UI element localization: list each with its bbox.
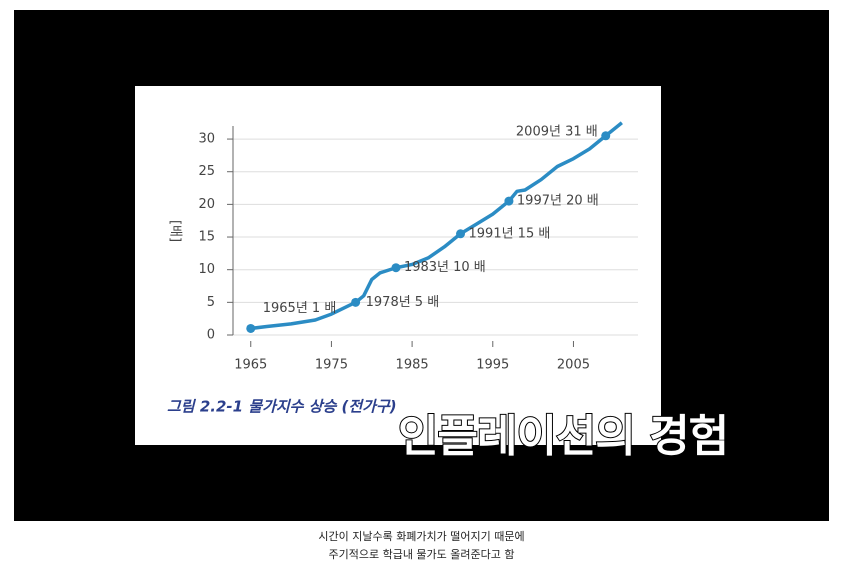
x-tick-label: 1985	[396, 358, 429, 373]
highlight-point	[601, 131, 611, 141]
highlight-point	[391, 263, 401, 273]
x-tick-label: 2005	[557, 358, 590, 373]
x-tick-label: 1965	[234, 358, 267, 373]
highlight-label: 2009년 31 배	[516, 124, 598, 139]
highlight-label: 1997년 20 배	[517, 194, 599, 209]
highlight-label: 1965년 1 배	[263, 301, 337, 316]
chart: [배] 그림 2.2-1 물가지수 상승 (전가구) 0 5 10 15 20 25 30 1…	[135, 86, 661, 445]
y-tick-label: 15	[198, 230, 215, 245]
highlight-point	[246, 323, 256, 333]
highlight-point	[504, 196, 514, 206]
highlight-point	[351, 297, 361, 307]
caption-line: 주기적으로 학급내 물가도 올려준다고 함	[328, 548, 515, 561]
y-tick-label: 5	[207, 295, 215, 310]
caption-line: 시간이 지날수록 화폐가치가 떨어지기 때문에	[318, 530, 525, 543]
x-tick-label: 1995	[476, 358, 509, 373]
y-axis-label: [배]	[168, 220, 183, 242]
overlay-title: 인플레이션의 경험	[397, 410, 730, 463]
y-tick-label: 20	[198, 197, 215, 212]
y-tick-label: 25	[198, 164, 215, 179]
highlight-label: 1983년 10 배	[404, 260, 486, 275]
y-tick-label: 30	[198, 132, 215, 147]
y-tick-label: 10	[198, 262, 215, 277]
chart-title: 그림 2.2-1 물가지수 상승 (전가구)	[167, 398, 397, 416]
highlight-label: 1978년 5 배	[366, 295, 440, 310]
highlight-point	[456, 229, 466, 239]
y-tick-label: 0	[207, 328, 215, 343]
highlight-label: 1991년 15 배	[469, 226, 551, 241]
line	[250, 121, 623, 331]
x-tick-label: 1975	[315, 358, 348, 373]
